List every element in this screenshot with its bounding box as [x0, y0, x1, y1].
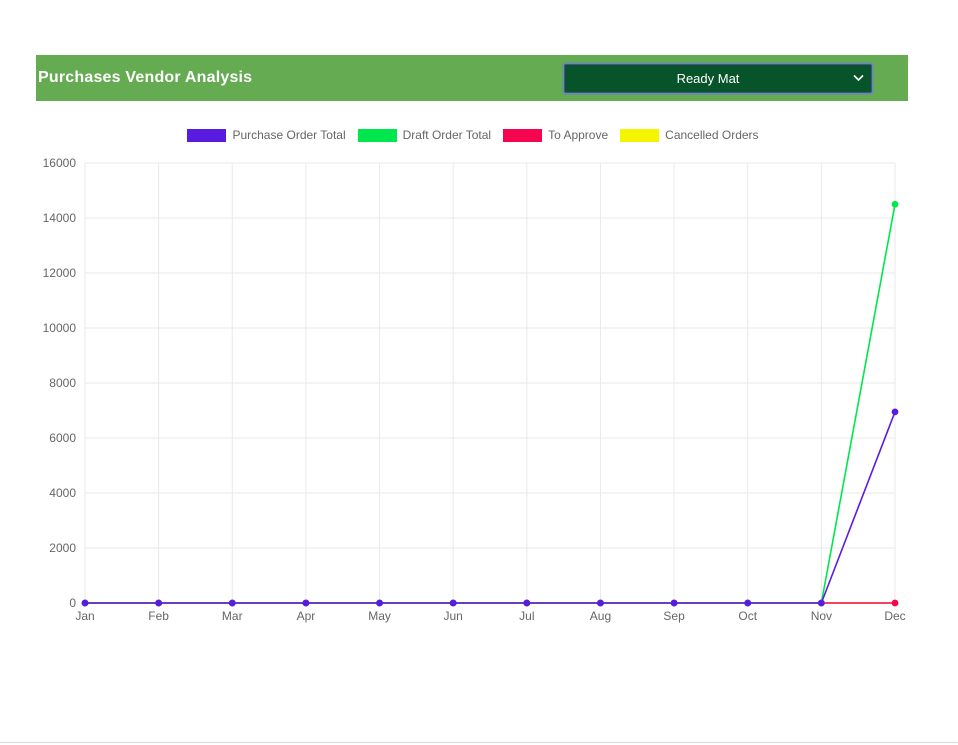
bottom-divider [0, 742, 958, 743]
legend-label: Purchase Order Total [232, 128, 346, 142]
svg-text:4000: 4000 [49, 486, 76, 500]
vendor-analysis-chart: Purchase Order Total Draft Order Total To … [23, 127, 923, 650]
page-title: Purchases Vendor Analysis [38, 69, 253, 86]
legend-swatch [620, 128, 660, 142]
svg-text:Dec: Dec [884, 609, 905, 623]
svg-text:Apr: Apr [297, 609, 316, 623]
legend-item[interactable]: Cancelled Orders [620, 128, 759, 142]
vendor-select-wrapper: Ready Mat [564, 63, 872, 93]
svg-text:6000: 6000 [49, 431, 76, 445]
svg-text:Oct: Oct [738, 609, 757, 623]
svg-text:Jan: Jan [75, 609, 94, 623]
legend-swatch [503, 128, 543, 142]
svg-text:12000: 12000 [43, 266, 77, 280]
dashboard-header: Purchases Vendor Analysis Ready Mat [36, 55, 908, 101]
legend-swatch [187, 128, 227, 142]
svg-text:May: May [368, 609, 391, 623]
svg-text:Aug: Aug [590, 609, 611, 623]
svg-text:Nov: Nov [811, 609, 832, 623]
svg-text:Mar: Mar [222, 609, 243, 623]
chart-legend: Purchase Order Total Draft Order Total To … [23, 127, 923, 143]
svg-text:0: 0 [69, 596, 76, 610]
legend-item[interactable]: Purchase Order Total [187, 128, 346, 142]
legend-swatch [357, 128, 397, 142]
legend-item[interactable]: To Approve [503, 128, 608, 142]
svg-text:8000: 8000 [49, 376, 76, 390]
svg-text:Feb: Feb [148, 609, 169, 623]
legend-label: Cancelled Orders [665, 128, 759, 142]
legend-item[interactable]: Draft Order Total [357, 128, 492, 142]
svg-text:16000: 16000 [43, 156, 77, 170]
svg-text:14000: 14000 [43, 211, 77, 225]
vendor-chart-svg: 0 2000 4000 6000 8000 10000 12000 14000 16000 Jan… [43, 156, 906, 623]
svg-text:Jun: Jun [444, 609, 463, 623]
svg-text:Jul: Jul [519, 609, 534, 623]
svg-text:2000: 2000 [49, 541, 76, 555]
legend-label: To Approve [548, 128, 609, 142]
svg-text:Sep: Sep [663, 609, 685, 623]
legend-label: Draft Order Total [402, 128, 492, 142]
svg-text:10000: 10000 [43, 321, 77, 335]
vendor-select[interactable]: Ready Mat [564, 63, 872, 93]
